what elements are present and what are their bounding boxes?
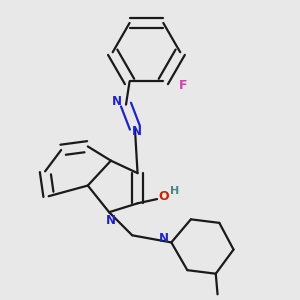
Text: N: N xyxy=(158,232,169,245)
Text: F: F xyxy=(178,79,187,92)
Text: H: H xyxy=(170,186,179,196)
Text: N: N xyxy=(106,214,116,226)
Text: O: O xyxy=(158,190,169,203)
Text: N: N xyxy=(112,95,122,108)
Text: N: N xyxy=(132,125,142,139)
